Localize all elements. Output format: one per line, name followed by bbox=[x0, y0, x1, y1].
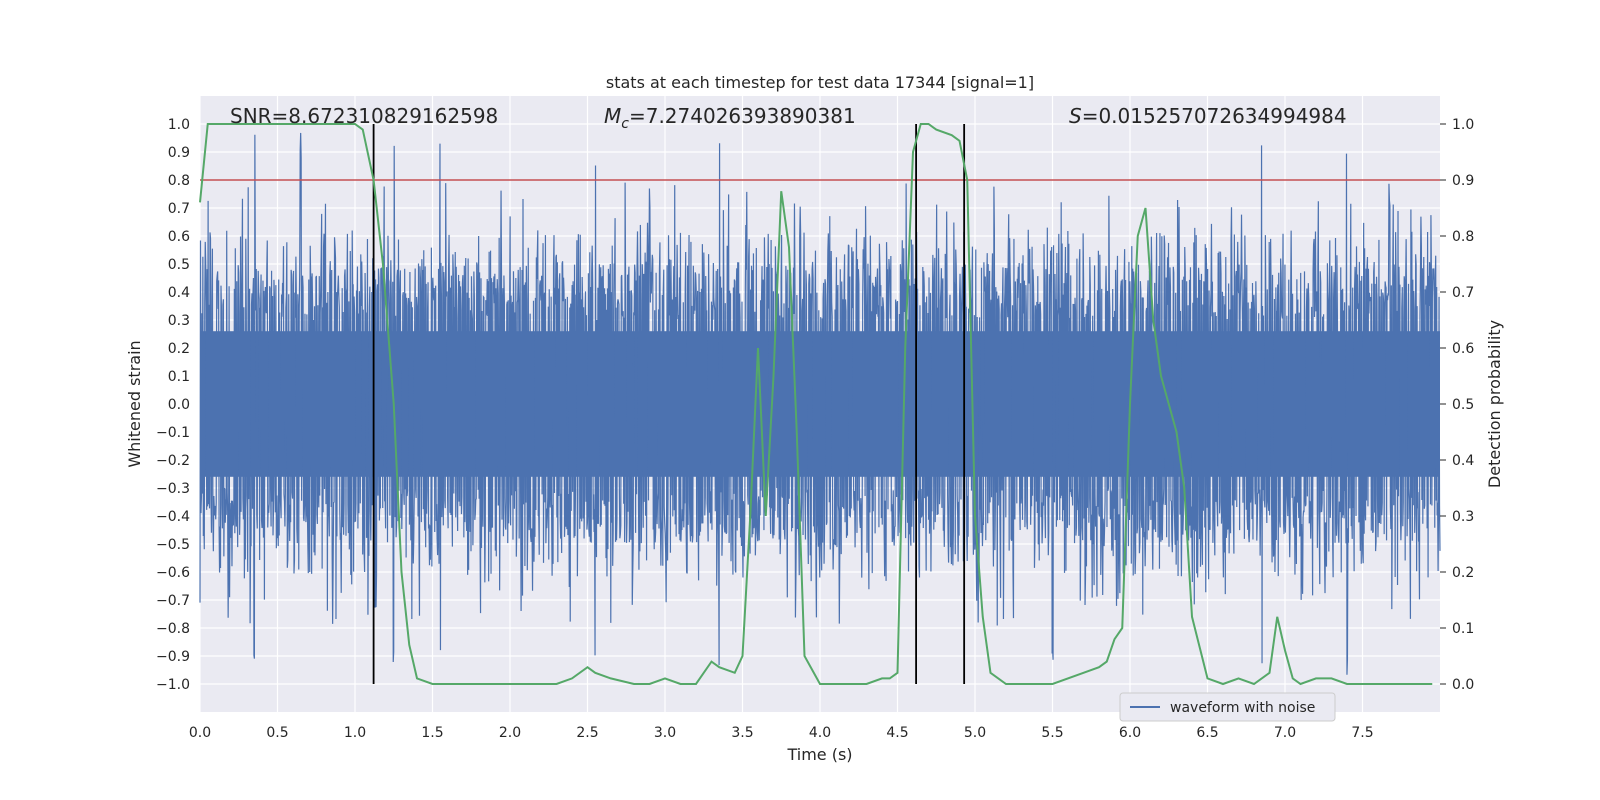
left-y-tick-label: 0.0 bbox=[168, 397, 190, 413]
x-tick-label: 7.5 bbox=[1351, 725, 1373, 741]
detection-probability-line bbox=[199, 123, 1433, 686]
x-tick-label: 7.0 bbox=[1274, 725, 1296, 741]
left-y-axis-label: Whitened strain bbox=[125, 340, 144, 467]
right-y-tick-label: 0.4 bbox=[1452, 453, 1474, 469]
x-tick-label: 2.5 bbox=[576, 725, 598, 741]
snr-annotation: SNR=8.672310829162598 bbox=[230, 104, 498, 128]
x-tick-label: 3.5 bbox=[731, 725, 753, 741]
x-tick-label: 5.5 bbox=[1041, 725, 1063, 741]
x-tick-label: 0.5 bbox=[266, 725, 288, 741]
chart-title: stats at each timestep for test data 173… bbox=[606, 73, 1034, 92]
chirp-mass-value: =7.274026393890381 bbox=[629, 104, 856, 128]
x-tick-label: 6.0 bbox=[1119, 725, 1141, 741]
right-y-tick-label: 0.0 bbox=[1452, 677, 1474, 693]
x-tick-label: 1.0 bbox=[344, 725, 366, 741]
x-tick-label: 6.5 bbox=[1196, 725, 1218, 741]
left-y-tick-label: −0.3 bbox=[156, 481, 190, 497]
chirp-mass-subscript: c bbox=[621, 116, 629, 132]
left-y-tick-label: 1.0 bbox=[168, 117, 190, 133]
left-y-tick-label: 0.9 bbox=[168, 145, 190, 161]
left-y-tick-label: −0.1 bbox=[156, 425, 190, 441]
right-y-tick-label: 0.6 bbox=[1452, 341, 1474, 357]
overlays bbox=[199, 123, 1440, 686]
x-tick-label: 5.0 bbox=[964, 725, 986, 741]
left-y-tick-label: 0.8 bbox=[168, 173, 190, 189]
right-y-tick-label: 1.0 bbox=[1452, 117, 1474, 133]
left-y-axis-ticks: 1.0 0.9 0.8 0.7 0.6 0.5 0.4 0.3 0.2 0.1 0.0 −0.1 −0.… bbox=[156, 117, 190, 693]
waveform-with-noise-line bbox=[199, 132, 1441, 675]
x-axis-label: Time (s) bbox=[786, 745, 852, 764]
left-y-tick-label: −0.5 bbox=[156, 537, 190, 553]
right-y-tick-label: 0.1 bbox=[1452, 621, 1474, 637]
waveform-series bbox=[199, 132, 1441, 675]
right-y-tick-label: 0.7 bbox=[1452, 285, 1474, 301]
left-y-tick-label: 0.6 bbox=[168, 229, 190, 245]
left-y-tick-label: −0.2 bbox=[156, 453, 190, 469]
left-y-tick-label: 0.4 bbox=[168, 285, 190, 301]
x-tick-label: 3.0 bbox=[654, 725, 676, 741]
right-y-tick-label: 0.8 bbox=[1452, 229, 1474, 245]
s-annotation: S=0.015257072634994984 bbox=[1069, 104, 1347, 128]
chirp-mass-annotation: Mc=7.274026393890381 bbox=[604, 104, 856, 132]
left-y-tick-label: −0.4 bbox=[156, 509, 190, 525]
x-tick-label: 4.5 bbox=[886, 725, 908, 741]
left-y-tick-label: 0.5 bbox=[168, 257, 190, 273]
x-tick-label: 0.0 bbox=[189, 725, 211, 741]
legend-label: waveform with noise bbox=[1170, 700, 1315, 716]
legend: waveform with noise bbox=[1119, 692, 1336, 722]
right-y-axis-label: Detection probability bbox=[1485, 320, 1504, 488]
right-y-tick-label: 0.3 bbox=[1452, 509, 1474, 525]
s-value: =0.015257072634994984 bbox=[1082, 104, 1347, 128]
legend-box bbox=[1119, 692, 1336, 722]
x-tick-label: 1.5 bbox=[421, 725, 443, 741]
left-y-tick-label: −0.9 bbox=[156, 649, 190, 665]
right-y-tick-label: 0.5 bbox=[1452, 397, 1474, 413]
right-y-tick-label: 0.2 bbox=[1452, 565, 1474, 581]
left-y-tick-label: −0.8 bbox=[156, 621, 190, 637]
left-y-tick-label: −1.0 bbox=[156, 677, 190, 693]
right-y-tick-label: 0.9 bbox=[1452, 173, 1474, 189]
left-y-tick-label: −0.6 bbox=[156, 565, 190, 581]
x-tick-label: 2.0 bbox=[499, 725, 521, 741]
left-y-tick-label: 0.7 bbox=[168, 201, 190, 217]
left-y-tick-label: 0.1 bbox=[168, 369, 190, 385]
x-axis-ticks: 0.0 0.5 1.0 1.5 2.0 2.5 3.0 3.5 4.0 4.5 5.0 5.5 6.0 6… bbox=[189, 725, 1374, 741]
left-y-tick-label: −0.7 bbox=[156, 593, 190, 609]
left-y-tick-label: 0.3 bbox=[168, 313, 190, 329]
left-y-tick-label: 0.2 bbox=[168, 341, 190, 357]
chirp-mass-symbol: M bbox=[604, 104, 621, 128]
right-y-axis-ticks: 1.0 0.9 0.8 0.7 0.6 0.5 0.4 0.3 0.2 0.1 0.0 bbox=[1440, 117, 1474, 693]
x-tick-label: 4.0 bbox=[809, 725, 831, 741]
s-symbol: S bbox=[1069, 104, 1082, 128]
